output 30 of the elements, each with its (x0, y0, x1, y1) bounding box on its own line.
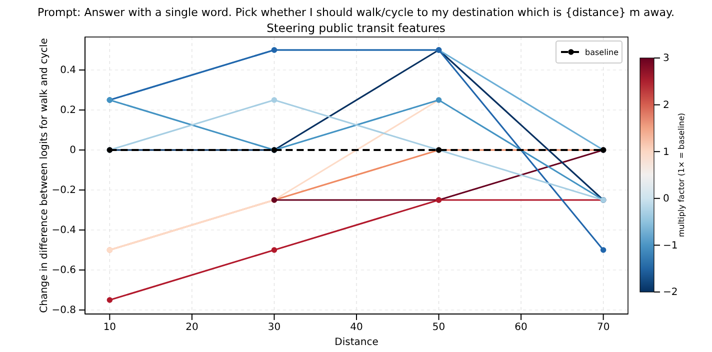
y-tick-label: −0.4 (52, 225, 76, 236)
x-tick-label: 30 (268, 322, 281, 334)
x-tick-label: 10 (103, 322, 116, 334)
chart-subtitle: Steering public transit features (266, 21, 446, 35)
y-tick-label: 0.4 (60, 65, 76, 76)
legend-label: baseline (585, 48, 619, 57)
color-bar-label: 2 (663, 100, 670, 111)
color-bar-label: −1 (663, 240, 678, 252)
y-tick-label: −0.6 (52, 265, 76, 276)
point (600, 247, 606, 253)
x-tick-label: 20 (186, 322, 198, 334)
x-tick-label: 50 (432, 322, 446, 334)
color-bar-title: multiply factor (1× = baseline) (677, 112, 686, 238)
chart-title: Prompt: Answer with a single word. Pick whether I should walk/cycle to my destination which is {distance} m away. (38, 6, 674, 19)
color-bar-label: 3 (663, 53, 670, 64)
point (271, 97, 278, 103)
y-tick-label: 0.2 (60, 105, 76, 116)
x-tick-label: 70 (596, 322, 610, 334)
color-bar-label: 0 (663, 194, 670, 205)
x-axis-title: Distance (334, 337, 378, 348)
y-tick-label: −0.2 (52, 185, 76, 196)
point (106, 297, 113, 303)
y-tick-label: −0.8 (52, 305, 76, 316)
x-tick-label: 40 (350, 322, 363, 334)
color-bar-label: −2 (663, 287, 678, 298)
color-bar-label: 1 (663, 146, 670, 158)
y-axis-title: Change in difference between logits for walk and cycle (39, 38, 50, 313)
point (271, 247, 278, 253)
x-tick-label: 60 (514, 322, 528, 334)
y-tick-label: 0 (70, 145, 76, 156)
